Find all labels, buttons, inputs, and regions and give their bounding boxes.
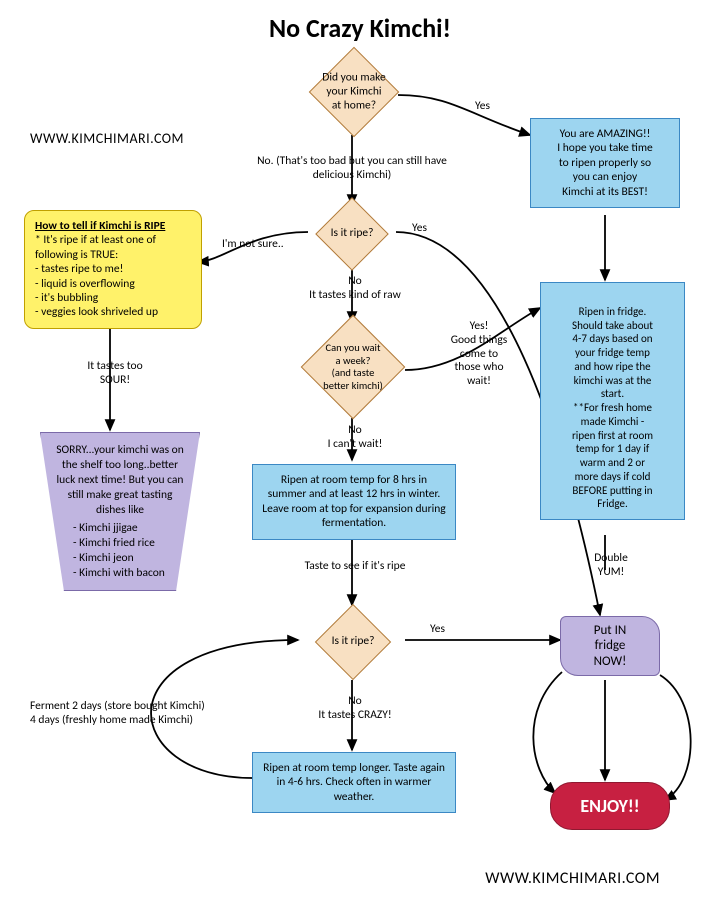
decision-is-ripe-1-label: Is it ripe? [317, 227, 387, 241]
yellow-title: How to tell if Kimchi is RIPE [35, 219, 191, 233]
label-yes-4: Yes [430, 623, 445, 637]
box-ripen-fridge: Ripen in fridge. Should take about 4-7 d… [540, 282, 685, 520]
box-ripen-fridge-text: Ripen in fridge. Should take about 4-7 d… [572, 305, 653, 511]
label-ferment: Ferment 2 days (store bought Kimchi) 4 d… [30, 700, 255, 728]
label-yes-2: Yes [412, 222, 427, 236]
label-yes-3: Yes! Good things come to those who wait! [444, 320, 514, 389]
decision-made-at-home-label: Did you make your Kimchi at home? [311, 71, 398, 112]
url-top: WWW.KIMCHIMARI.COM [30, 130, 184, 147]
label-yes-1: Yes [475, 100, 490, 114]
box-ripen-room-longer: Ripen at room temp longer. Taste again i… [252, 752, 456, 813]
box-amazing: You are AMAZING!! I hope you take time t… [530, 118, 680, 208]
label-no-3: No I can't wait! [320, 424, 390, 452]
label-no-4: No It tastes CRAZY! [305, 695, 405, 723]
page-title: No Crazy Kimchi! [0, 12, 720, 44]
label-double-yum: Double YUM! [586, 552, 636, 580]
label-taste: Taste to see if it's ripe [280, 560, 430, 574]
decision-is-ripe-2-label: Is it ripe? [317, 635, 390, 649]
decision-can-wait-label: Can you wait a week? (and taste better k… [303, 342, 404, 392]
yellow-body: * It's ripe if at least one of following… [35, 233, 191, 319]
trap-intro: SORRY...your kimchi was on the shelf too… [55, 443, 185, 518]
box-ripen-room-short: Ripen at room temp for 8 hrs in summer a… [252, 464, 456, 540]
decision-is-ripe-2: Is it ripe? [315, 604, 391, 680]
decision-made-at-home: Did you make your Kimchi at home? [309, 47, 400, 138]
url-bottom: WWW.KIMCHIMARI.COM [485, 869, 660, 888]
box-how-to-tell-ripe: How to tell if Kimchi is RIPE * It's rip… [24, 210, 202, 329]
label-no-1: No. (That's too bad but you can still ha… [252, 155, 452, 183]
decision-can-wait: Can you wait a week? (and taste better k… [301, 315, 406, 420]
decision-is-ripe-1: Is it ripe? [315, 197, 389, 271]
box-too-sour: SORRY...your kimchi was on the shelf too… [40, 432, 200, 591]
box-enjoy: ENJOY!! [550, 782, 670, 830]
box-put-in-fridge: Put IN fridge NOW! [560, 616, 660, 676]
label-not-sure: I'm not sure.. [222, 238, 284, 252]
trap-items: - Kimchi jjigae - Kimchi fried rice - Ki… [55, 521, 185, 581]
label-no-2: No It tastes kind of raw [295, 275, 415, 303]
label-sour: It tastes too SOUR! [75, 360, 155, 388]
